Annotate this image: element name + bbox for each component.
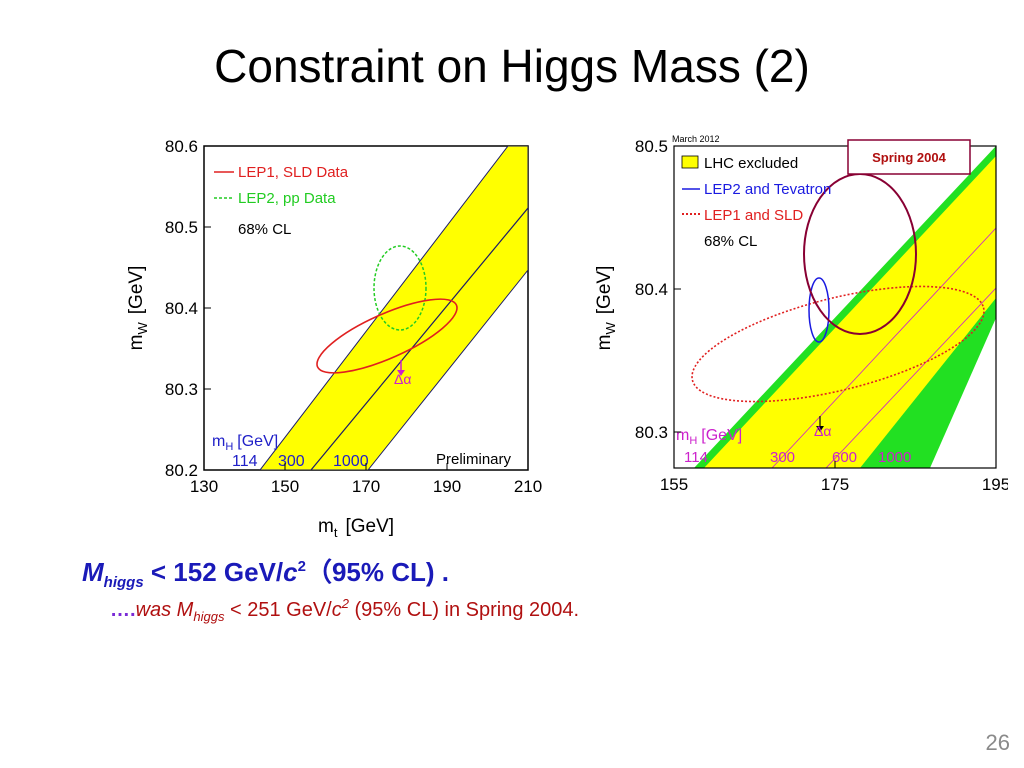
history-was: was M [135, 599, 194, 621]
left-mh-band [259, 146, 528, 470]
result-cl: （95% CL) . [305, 557, 449, 587]
right-lep2-ellipse [808, 277, 830, 343]
page-number: 26 [985, 730, 1010, 755]
right-y-ticks: 80.5 80.4 80.3 [635, 137, 681, 442]
history-subscript: higgs [193, 609, 225, 624]
left-lep1-ellipse [316, 298, 458, 374]
right-y-tick-label: 80.4 [635, 280, 668, 299]
left-mh-300-line [310, 207, 528, 470]
right-mh-1000: 1000 [878, 449, 911, 466]
left-mh-label: mH [GeV] [212, 433, 278, 453]
left-alpha-label: Δα [394, 371, 411, 387]
history-c: c [331, 599, 342, 621]
right-x-ticks: 155 175 195 [660, 461, 1008, 494]
result-exponent: 2 [297, 558, 306, 575]
left-x-tick-label: 210 [514, 477, 542, 496]
right-mh-114: 114 [684, 449, 708, 466]
history-exponent: 2 [341, 596, 349, 611]
right-legend-lep2: LEP2 and Tevatron [704, 181, 831, 198]
left-preliminary: Preliminary [436, 451, 512, 468]
result-relation: < 152 GeV/ [143, 557, 284, 587]
right-x-tick-label: 155 [660, 475, 688, 494]
right-date-label: March 2012 [672, 134, 720, 144]
history-dots: …. [110, 599, 136, 621]
left-legend-lep2: LEP2, pp Data [238, 190, 336, 207]
right-y-tick-label: 80.3 [635, 423, 668, 442]
left-x-ticks: 130 150 170 190 210 [190, 463, 542, 496]
right-legend-lep1: LEP1 and SLD [704, 207, 803, 224]
left-y-tick-label: 80.3 [165, 380, 198, 399]
right-mh-600: 600 [832, 449, 857, 466]
right-y-axis-label: mW[GeV] [594, 266, 618, 351]
right-alpha-arrowhead [816, 426, 824, 432]
right-legend-lhc: LHC excluded [704, 155, 798, 172]
left-x-tick-label: 130 [190, 477, 218, 496]
history-relation: < 251 GeV/ [224, 599, 332, 621]
right-legend-cl: 68% CL [704, 233, 757, 250]
left-y-tick-label: 80.6 [165, 137, 198, 156]
right-alpha-label: Δα [814, 423, 831, 439]
right-allowed-band [704, 156, 996, 468]
right-mh-label: mH [GeV] [676, 427, 742, 447]
left-x-tick-label: 190 [433, 477, 461, 496]
left-y-ticks: 80.6 80.5 80.4 80.3 80.2 [165, 137, 211, 480]
left-plot: Δα LEP1, SLD Data LEP2, pp Data 68% CL m… [126, 137, 542, 540]
left-y-tick-label: 80.4 [165, 299, 198, 318]
right-spring-box [847, 139, 971, 175]
result-c: c [283, 557, 298, 587]
left-x-tick-label: 170 [352, 477, 380, 496]
right-legend-lhc-swatch [681, 155, 699, 169]
result-symbol: M [82, 557, 104, 587]
left-mh-114: 114 [232, 453, 258, 470]
right-x-tick-label: 175 [821, 475, 849, 494]
right-mh-600-line [825, 287, 996, 468]
left-legend-lep1: LEP1, SLD Data [238, 164, 349, 181]
left-y-axis-label: mW[GeV] [126, 266, 150, 351]
result-statement: Mhiggs < 152 GeV/c2（95% CL) . [82, 552, 449, 591]
left-mh-1000: 1000 [333, 453, 369, 470]
right-mh-300: 300 [770, 449, 795, 466]
left-legend-cl: 68% CL [238, 221, 291, 238]
right-spring-label: Spring 2004 [872, 150, 946, 165]
slide-title: Constraint on Higgs Mass (2) [214, 40, 810, 92]
left-y-tick-label: 80.2 [165, 461, 198, 480]
history-tail: (95% CL) in Spring 2004. [348, 599, 580, 621]
left-lep2-ellipse [373, 245, 427, 331]
history-statement: ….was Mhiggs < 251 GeV/c2 (95% CL) in Sp… [110, 596, 579, 624]
left-x-tick-label: 150 [271, 477, 299, 496]
right-mh-300-line [771, 227, 996, 468]
right-x-tick-label: 195 [982, 475, 1008, 494]
right-plot: March 2012 Spring 2004 LHC excluded LEP2… [594, 134, 1008, 494]
left-mh-300: 300 [278, 453, 305, 470]
left-alpha-arrowhead [397, 370, 405, 376]
left-y-tick-label: 80.5 [165, 218, 198, 237]
left-x-axis-label: mt [GeV] [318, 516, 394, 540]
result-subscript: higgs [103, 574, 144, 591]
right-y-tick-label: 80.5 [635, 137, 668, 156]
